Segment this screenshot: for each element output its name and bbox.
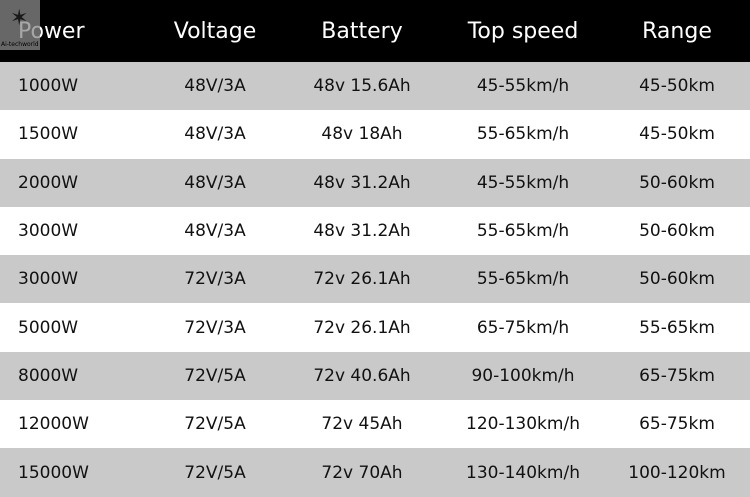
table-cell: 1500W bbox=[18, 124, 79, 145]
table-cell: 55-65km/h bbox=[476, 221, 570, 242]
table-cell: 12000W bbox=[18, 414, 89, 435]
table-cell: 72V/3A bbox=[148, 255, 282, 304]
table-cell: 3000W bbox=[18, 221, 79, 242]
table-cell: 72v 45Ah bbox=[321, 414, 403, 435]
table-cell: 72v 70Ah bbox=[282, 448, 442, 497]
table-cell: 3000W bbox=[0, 255, 148, 304]
table-cell: 120-130km/h bbox=[466, 414, 580, 435]
table-row: 3000W 72V/3A 72v 26.1Ah 55-65km/h 50-60km bbox=[0, 255, 750, 304]
table-row: 3000W 48V/3A 48v 31.2Ah 55-65km/h 50-60km bbox=[0, 207, 750, 255]
table-cell: 55-65km bbox=[639, 317, 715, 338]
table-cell: 2000W bbox=[0, 158, 148, 207]
table-cell: 90-100km/h bbox=[442, 351, 604, 401]
table-cell: 72V/3A bbox=[184, 317, 246, 338]
table-cell: 50-60km bbox=[604, 255, 750, 304]
table-row: 12000W 72V/5A 72v 45Ah 120-130km/h 65-75km bbox=[0, 400, 750, 448]
column-header: Voltage bbox=[148, 0, 282, 62]
table-cell: 8000W bbox=[0, 351, 148, 401]
table-cell: 55-65km/h bbox=[442, 255, 604, 304]
watermark-logo: ✶ Ai-techworld bbox=[0, 0, 40, 50]
table-row: 1500W 48V/3A 48v 18Ah 55-65km/h 45-50km bbox=[0, 110, 750, 158]
logo-text: Ai-techworld bbox=[1, 41, 39, 48]
table-cell: 48V/3A bbox=[184, 221, 246, 242]
table-cell: 48v 18Ah bbox=[321, 124, 403, 145]
table-cell: 72v 26.1Ah bbox=[282, 255, 442, 304]
table-row: 8000W 72V/5A 72v 40.6Ah 90-100km/h 65-75km bbox=[0, 351, 750, 401]
table-cell: 48V/3A bbox=[148, 158, 282, 207]
table-cell: 5000W bbox=[18, 317, 79, 338]
table-cell: 45-55km/h bbox=[442, 158, 604, 207]
table-cell: 65-75km bbox=[604, 351, 750, 401]
table-cell: 72v 40.6Ah bbox=[282, 351, 442, 401]
table-cell: 45-50km bbox=[604, 62, 750, 111]
column-header: Top speed bbox=[442, 0, 604, 62]
table-cell: 65-75km bbox=[639, 414, 715, 435]
table-cell: 48v 15.6Ah bbox=[282, 62, 442, 111]
table-cell: 100-120km bbox=[604, 448, 750, 497]
table-cell: 48V/3A bbox=[148, 62, 282, 111]
table-cell: 72V/5A bbox=[148, 448, 282, 497]
table-cell: 48V/3A bbox=[184, 124, 246, 145]
table-row: 15000W 72V/5A 72v 70Ah 130-140km/h 100-120km bbox=[0, 448, 750, 497]
table-cell: 50-60km bbox=[639, 221, 715, 242]
table-cell: 48v 31.2Ah bbox=[313, 221, 411, 242]
table-cell: 65-75km/h bbox=[476, 317, 570, 338]
table-cell: 72V/5A bbox=[184, 414, 246, 435]
header-row: Power Voltage Battery Top speed Range bbox=[0, 0, 750, 62]
table-row: 5000W 72V/3A 72v 26.1Ah 65-75km/h 55-65km bbox=[0, 303, 750, 351]
table-cell: 48v 31.2Ah bbox=[282, 158, 442, 207]
table-cell: 15000W bbox=[0, 448, 148, 497]
table-cell: 72V/5A bbox=[148, 351, 282, 401]
table-row: 2000W 48V/3A 48v 31.2Ah 45-55km/h 50-60km bbox=[0, 158, 750, 207]
table-cell: 1000W bbox=[0, 62, 148, 111]
column-header: Battery bbox=[282, 0, 442, 62]
table-row: 1000W 48V/3A 48v 15.6Ah 45-55km/h 45-50km bbox=[0, 62, 750, 111]
column-header: Range bbox=[604, 0, 750, 62]
table-cell: 130-140km/h bbox=[442, 448, 604, 497]
table-cell: 45-50km bbox=[639, 124, 715, 145]
table-cell: 45-55km/h bbox=[442, 62, 604, 111]
table-cell: 50-60km bbox=[604, 158, 750, 207]
table-cell: 55-65km/h bbox=[476, 124, 570, 145]
table-cell: 72v 26.1Ah bbox=[313, 317, 411, 338]
star-icon: ✶ bbox=[10, 6, 29, 31]
